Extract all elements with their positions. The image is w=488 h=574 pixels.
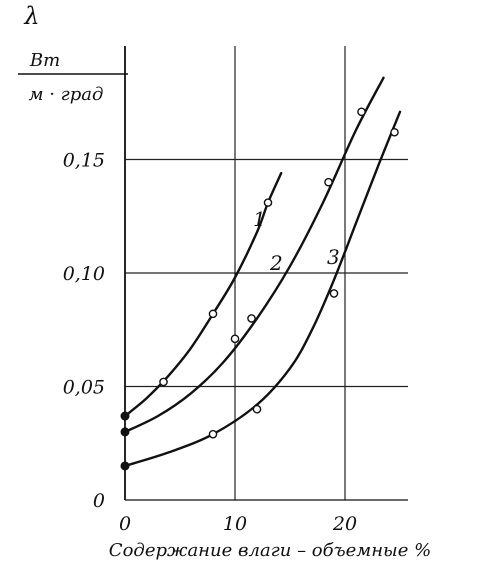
data-point-1-3 bbox=[263, 198, 273, 207]
series-line-3 bbox=[123, 110, 402, 468]
y-axis-symbol: λ bbox=[23, 2, 39, 30]
data-point-1-1 bbox=[159, 377, 168, 387]
data-point-2-2 bbox=[247, 314, 256, 323]
data-point-3-4 bbox=[390, 127, 399, 137]
x-tick-label-2: 20 bbox=[332, 513, 357, 535]
axes bbox=[124, 46, 408, 501]
data-point-3-3 bbox=[329, 289, 339, 298]
data-point-3-0 bbox=[120, 461, 130, 471]
series-line-2 bbox=[123, 76, 385, 434]
y-tick-label-2: 0,10 bbox=[63, 263, 105, 285]
y-tick-label-1: 0,05 bbox=[63, 377, 105, 399]
y-axis-unit-denominator: м · град bbox=[29, 84, 104, 105]
y-tick-label-3: 0,15 bbox=[63, 150, 105, 172]
y-axis-unit-numerator: Вт bbox=[29, 50, 60, 71]
data-point-1-0 bbox=[120, 411, 130, 421]
series-label-2: 2 bbox=[269, 251, 283, 275]
series-label-3: 3 bbox=[327, 245, 340, 269]
data-point-2-3 bbox=[324, 177, 333, 187]
series-layer: 12 3 bbox=[123, 76, 402, 468]
y-tick-label-0: 0 bbox=[93, 490, 105, 512]
data-point-2-4 bbox=[357, 107, 366, 117]
data-point-2-0 bbox=[120, 427, 130, 437]
data-point-3-2 bbox=[252, 404, 262, 414]
grid bbox=[125, 46, 408, 500]
x-axis-label: Содержание влаги – объемные % bbox=[109, 540, 431, 561]
series-label-1: 1 bbox=[253, 207, 266, 231]
data-point-3-1 bbox=[208, 429, 218, 439]
x-tick-label-0: 0 bbox=[119, 513, 131, 535]
data-point-2-1 bbox=[230, 334, 240, 344]
x-tick-label-1: 10 bbox=[223, 513, 247, 535]
data-point-1-2 bbox=[208, 309, 218, 319]
tick-labels: 0 10 20 0 0,05 0,10 0,15 bbox=[63, 150, 357, 536]
points-layer bbox=[120, 107, 399, 471]
